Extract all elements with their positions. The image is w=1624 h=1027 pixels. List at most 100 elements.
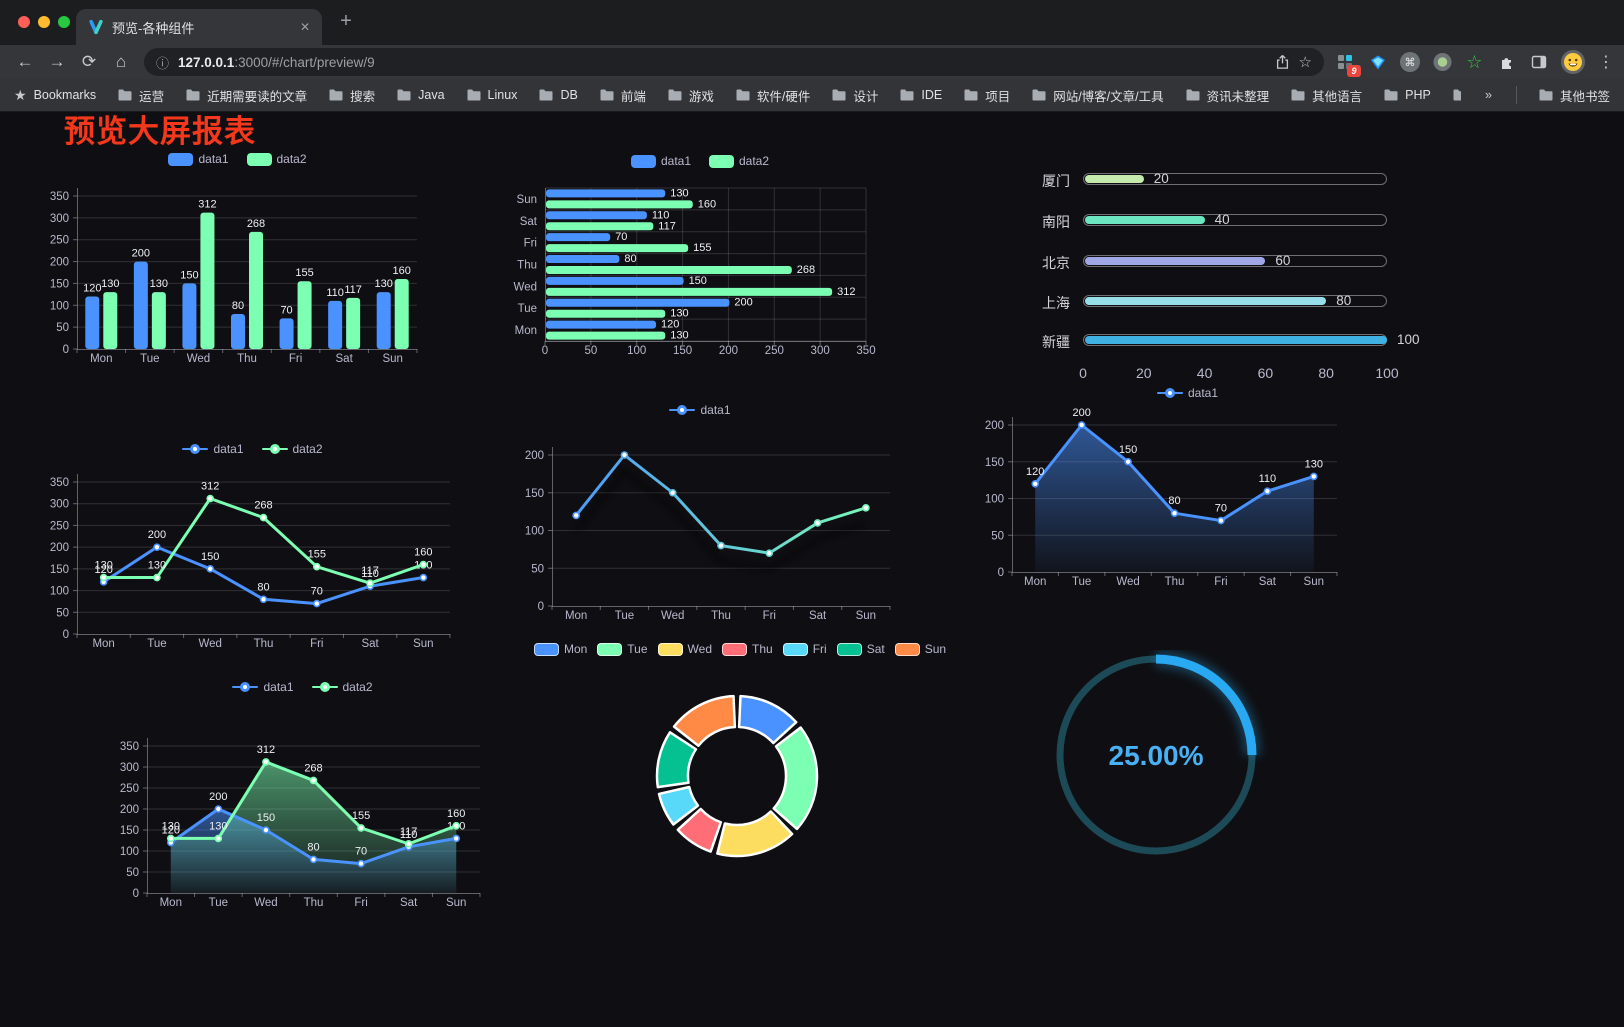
bookmark-folder[interactable]: Java (397, 86, 445, 105)
share-icon[interactable] (1275, 54, 1290, 70)
legend-item[interactable]: Mon (533, 642, 587, 656)
legend-item[interactable]: data1 (168, 152, 229, 166)
tab-close-icon[interactable]: ✕ (299, 20, 310, 34)
extension-vue-devtools-icon[interactable] (1368, 53, 1387, 72)
line-gradient-canvas: 0 50 100 150 200 Mon Tue Wed Thu Fri Sat Sun (525, 447, 891, 622)
svg-text:Thu: Thu (1165, 576, 1185, 588)
svg-text:300: 300 (120, 762, 139, 774)
browser-tab[interactable]: 预览-各种组件 ✕ (76, 9, 322, 45)
legend-item[interactable]: data1 (232, 680, 294, 694)
legend-label: data1 (660, 154, 691, 168)
legend-item[interactable]: data2 (709, 154, 769, 168)
bookmark-folder[interactable]: 资讯未整理 (1186, 86, 1269, 105)
profile-avatar[interactable] (1561, 50, 1585, 74)
svg-text:Mon: Mon (515, 325, 537, 337)
svg-text:Fri: Fri (1214, 576, 1227, 588)
svg-text:70: 70 (1215, 503, 1227, 515)
bookmark-folder[interactable]: DB (539, 86, 578, 105)
svg-text:130: 130 (670, 308, 688, 320)
legend-item[interactable]: Sat (836, 642, 885, 656)
progress-value: 60 (1275, 253, 1291, 268)
bookmark-folder[interactable]: 项目 (964, 86, 1010, 105)
progress-value: 20 (1153, 171, 1169, 186)
bookmarks-overflow-chevron[interactable]: » (1485, 88, 1492, 102)
bookmark-folder[interactable]: IDE (900, 86, 942, 105)
window-zoom-button[interactable] (58, 16, 70, 28)
bookmark-folder[interactable]: 前端 (600, 86, 646, 105)
legend-item[interactable]: data1 (669, 403, 731, 417)
legend-item[interactable]: Fri (782, 642, 827, 656)
legend-swatch (232, 681, 259, 693)
progress-row: 南阳 40 (1000, 212, 1400, 230)
legend-item[interactable]: data2 (311, 680, 373, 694)
bookmark-folder[interactable]: 游戏 (668, 86, 714, 105)
legend-label: data1 (1187, 386, 1219, 400)
extension-badge: 9 (1347, 64, 1361, 77)
window-minimize-button[interactable] (38, 16, 50, 28)
extension-octotree-icon[interactable]: ☆ (1466, 51, 1483, 72)
svg-text:Fri: Fri (763, 610, 776, 622)
legend-item[interactable]: data1 (630, 154, 691, 168)
bookmark-folder[interactable]: 设计 (832, 86, 878, 105)
folder-icon (1453, 89, 1462, 101)
folder-icon (1186, 89, 1200, 101)
extension-recorder-icon[interactable] (1433, 52, 1452, 72)
bookmark-folder[interactable]: 其他语言 (1291, 86, 1362, 105)
svg-text:160: 160 (393, 265, 411, 277)
legend-item[interactable]: data1 (1156, 386, 1219, 400)
legend-item[interactable]: Tue (597, 642, 648, 656)
bookmark-folder[interactable]: 软件/硬件 (736, 86, 810, 105)
extension-command-icon[interactable]: ⌘ (1400, 52, 1420, 72)
bookmark-folder[interactable]: 网站/博客/文章/工具 (1032, 86, 1164, 105)
other-bookmarks-label: 其他书签 (1559, 89, 1610, 104)
svg-text:50: 50 (126, 867, 139, 879)
home-button[interactable]: ⌂ (115, 52, 127, 71)
svg-text:312: 312 (257, 744, 275, 756)
menu-kebab-icon[interactable]: ⋮ (1598, 54, 1614, 71)
bookmark-folder[interactable]: PHP (1384, 86, 1431, 105)
reload-button[interactable]: ⟳ (81, 52, 97, 71)
legend-item[interactable]: Wed (657, 642, 712, 656)
side-panel-icon[interactable] (1529, 53, 1548, 72)
svg-text:130: 130 (670, 187, 688, 199)
bookmark-folder[interactable]: 运营 (118, 86, 164, 105)
svg-text:25.00%: 25.00% (1109, 740, 1204, 771)
svg-text:160: 160 (414, 547, 432, 559)
site-info-icon[interactable]: ⓘ (156, 55, 170, 71)
back-button[interactable]: ← (16, 52, 34, 71)
legend-item[interactable]: Sun (894, 642, 946, 656)
bookmarks-root-item[interactable]: ★ Bookmarks (14, 87, 96, 104)
other-bookmarks-item[interactable]: 其他书签 (1539, 86, 1610, 105)
bookmark-folder[interactable]: 近期需要读的文章 (186, 86, 307, 105)
svg-text:155: 155 (295, 267, 313, 279)
window-controls (18, 16, 70, 28)
svg-text:117: 117 (344, 284, 362, 296)
window-close-button[interactable] (18, 16, 30, 28)
bookmark-star-icon[interactable]: ☆ (1298, 54, 1312, 71)
bookmark-folder[interactable]: Linux (467, 86, 517, 105)
bookmark-label: 游戏 (688, 89, 714, 104)
svg-text:200: 200 (50, 542, 69, 554)
legend-item[interactable]: Thu (722, 642, 773, 656)
legend-item[interactable]: data1 (182, 442, 244, 456)
svg-text:80: 80 (307, 841, 319, 853)
bookmark-folder[interactable]: 搜索 (329, 86, 375, 105)
forward-button[interactable]: → (48, 52, 66, 71)
extensions-puzzle-icon[interactable] (1497, 53, 1516, 72)
legend-swatch (1156, 387, 1183, 399)
address-bar[interactable]: ⓘ 127.0.0.1:3000/#/chart/preview/9 ☆ (144, 48, 1324, 76)
url-text[interactable]: 127.0.0.1:3000/#/chart/preview/9 (178, 55, 1266, 70)
legend-item[interactable]: data2 (246, 152, 307, 166)
progress-fill (1085, 257, 1266, 265)
legend-item[interactable]: data2 (261, 442, 323, 456)
progress-row-label: 北京 (1042, 255, 1070, 271)
svg-text:130: 130 (148, 560, 166, 572)
svg-text:80: 80 (1168, 495, 1180, 507)
extension-grid-icon[interactable]: 9 (1336, 53, 1361, 77)
bookmark-folder[interactable]: 文件服务器 (1453, 86, 1462, 105)
legend-swatch (836, 642, 862, 656)
bookmark-label: 网站/博客/文章/工具 (1053, 89, 1164, 104)
svg-text:Wed: Wed (661, 610, 684, 622)
svg-text:Tue: Tue (615, 610, 634, 622)
new-tab-button[interactable]: + (340, 10, 352, 32)
